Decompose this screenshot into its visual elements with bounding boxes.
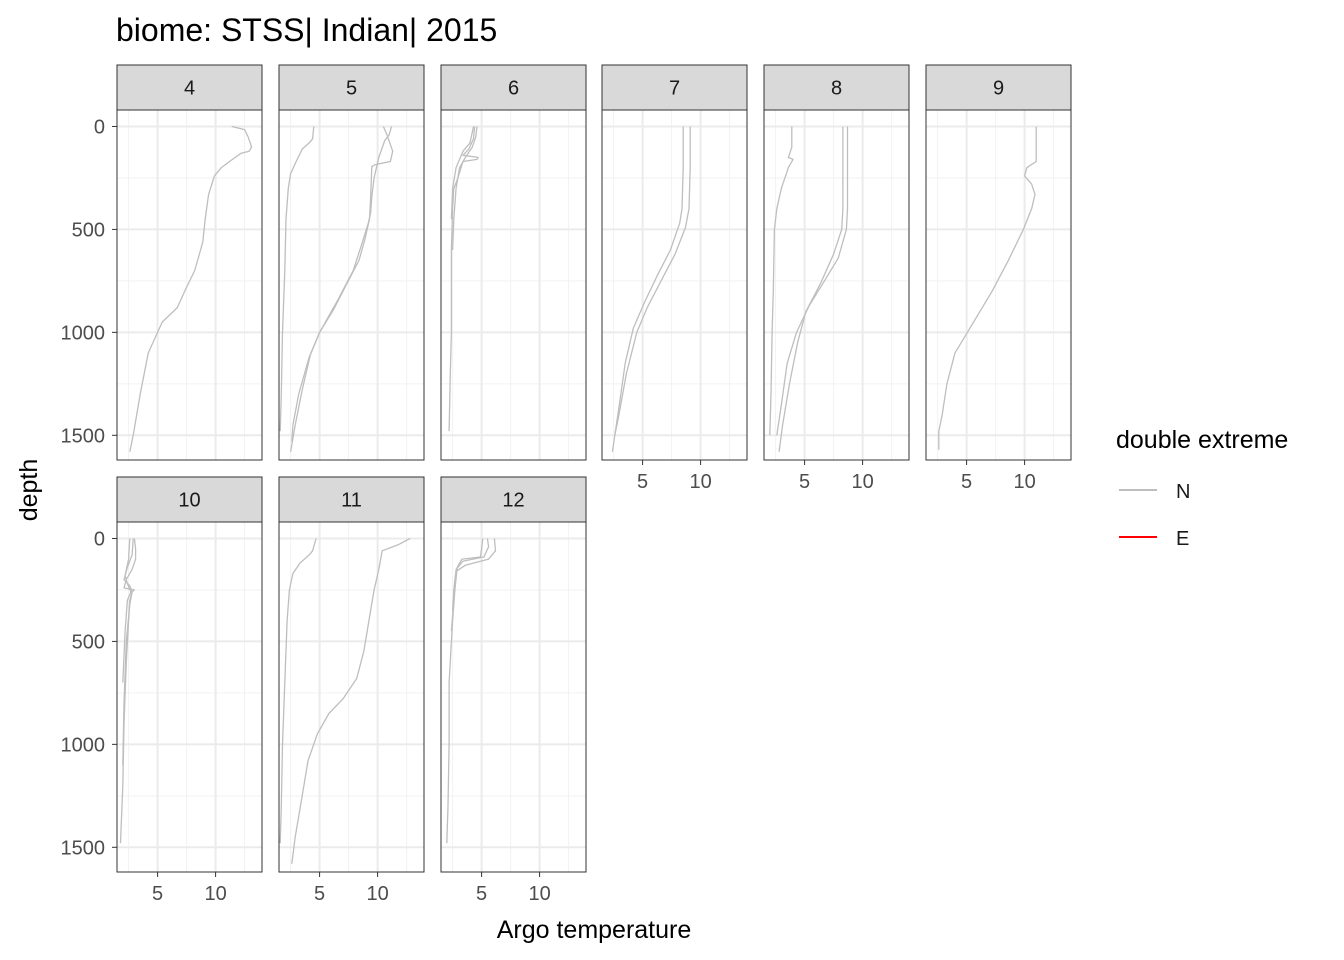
y-tick-label: 1000 <box>61 734 106 756</box>
panel-border <box>601 109 748 461</box>
facet-strip <box>601 64 748 111</box>
facet-strip <box>278 64 425 111</box>
y-tick-label: 0 <box>94 528 105 550</box>
facet-strip-label: 8 <box>831 78 842 100</box>
legend-label-e: E <box>1176 528 1189 550</box>
x-tick-label: 10 <box>528 883 550 905</box>
series-line <box>279 126 315 432</box>
series-line <box>122 538 132 683</box>
facet-panels: 4 0 500 1000 1500 5 6 7 5 10 8 5 10 9 5 10 10 0 500 1000 150… <box>61 64 1072 905</box>
facet-strip <box>763 64 910 111</box>
facet-strip-label: 6 <box>508 78 519 100</box>
series-line <box>448 126 479 432</box>
panel-border <box>440 521 587 873</box>
x-tick-label: 10 <box>851 471 873 493</box>
facet-strip-label: 5 <box>346 78 357 100</box>
panel-background <box>279 110 424 460</box>
facet-strip <box>440 64 587 111</box>
facet-strip-label: 7 <box>669 78 680 100</box>
series-line <box>291 537 411 864</box>
facet-strip <box>925 64 1072 111</box>
facet-panel-10: 10 0 500 1000 1500 5 10 <box>61 476 263 905</box>
x-tick-label: 10 <box>689 471 711 493</box>
legend-title: double extreme <box>1116 426 1288 454</box>
series-line <box>611 126 684 452</box>
legend: double extreme N E <box>1116 426 1288 550</box>
panel-background <box>441 522 586 872</box>
series-line <box>778 126 844 452</box>
facet-panel-7: 7 5 10 <box>601 64 748 493</box>
panel-border <box>763 109 910 461</box>
y-tick-label: 500 <box>72 631 105 653</box>
series-line <box>451 538 490 611</box>
x-tick-label: 5 <box>314 883 325 905</box>
series-line <box>129 125 253 452</box>
panel-background <box>117 522 262 872</box>
y-tick-label: 500 <box>72 219 105 241</box>
x-tick-label: 5 <box>476 883 487 905</box>
series-line <box>279 538 317 844</box>
x-tick-label: 5 <box>799 471 810 493</box>
series-line <box>450 126 475 220</box>
y-tick-label: 1500 <box>61 837 106 859</box>
facet-strip <box>116 476 263 523</box>
x-tick-label: 5 <box>152 883 163 905</box>
panel-border <box>440 109 587 461</box>
series-line <box>291 126 393 442</box>
panel-background <box>117 110 262 460</box>
y-tick-label: 1000 <box>61 322 106 344</box>
facet-strip-label: 11 <box>341 490 362 512</box>
series-line <box>451 126 478 251</box>
facet-panel-11: 11 5 10 <box>278 476 425 905</box>
facet-strip <box>278 476 425 523</box>
panel-background <box>279 522 424 872</box>
facet-panel-12: 12 5 10 <box>440 476 587 905</box>
panel-border <box>116 521 263 873</box>
series-line <box>614 126 691 436</box>
facet-panel-9: 9 5 10 <box>925 64 1072 493</box>
panel-background <box>441 110 586 460</box>
panel-background <box>602 110 747 460</box>
facet-strip-label: 12 <box>502 490 524 512</box>
x-tick-label: 5 <box>961 471 972 493</box>
series-line <box>776 126 849 436</box>
facet-panel-4: 4 0 500 1000 1500 <box>61 64 263 461</box>
x-tick-label: 10 <box>1013 471 1035 493</box>
x-tick-label: 5 <box>637 471 648 493</box>
facet-strip-label: 4 <box>184 78 195 100</box>
series-line <box>289 126 394 452</box>
facet-panel-8: 8 5 10 <box>763 64 910 493</box>
legend-label-n: N <box>1176 481 1190 503</box>
x-tick-label: 10 <box>204 883 226 905</box>
facet-strip-label: 9 <box>993 78 1004 100</box>
series-line <box>122 538 134 765</box>
facet-panel-5: 5 <box>278 64 425 461</box>
y-tick-label: 1500 <box>61 425 106 447</box>
panel-border <box>925 109 1072 461</box>
panel-border <box>116 109 263 461</box>
chart-title: biome: STSS| Indian| 2015 <box>116 12 497 48</box>
facet-strip-label: 10 <box>178 490 200 512</box>
x-axis-label: Argo temperature <box>497 916 692 944</box>
panel-border <box>278 521 425 873</box>
facet-strip <box>116 64 263 111</box>
series-line <box>769 126 794 436</box>
y-axis-label: depth <box>15 459 43 522</box>
panel-background <box>926 110 1071 460</box>
series-line <box>938 126 1037 450</box>
y-tick-label: 0 <box>94 116 105 138</box>
facet-panel-6: 6 <box>440 64 587 461</box>
panel-border <box>278 109 425 461</box>
x-tick-label: 10 <box>366 883 388 905</box>
